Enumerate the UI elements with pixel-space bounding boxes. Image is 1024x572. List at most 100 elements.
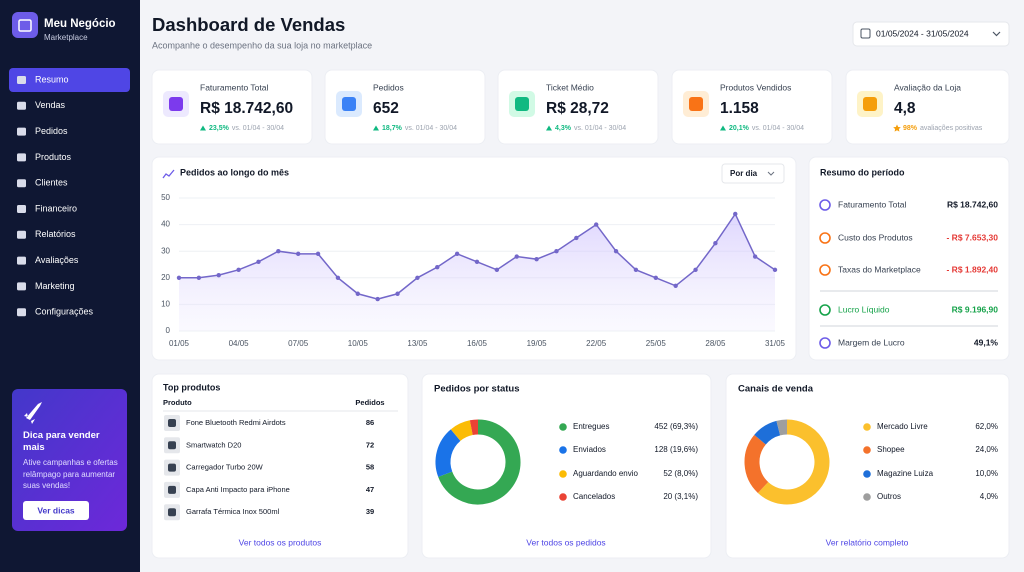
legend-label: Enviados (573, 445, 606, 454)
page-title: Dashboard de Vendas (152, 14, 345, 35)
x-tick-label: 13/05 (407, 339, 428, 348)
line-point (236, 267, 241, 273)
menu-item[interactable]: Avaliações (35, 255, 79, 265)
tip-button[interactable] (23, 501, 89, 520)
date-range[interactable]: 01/05/2024 - 31/05/2024 (876, 28, 969, 38)
x-tick-label: 28/05 (705, 339, 726, 348)
summary-label: Margem de Lucro (838, 337, 905, 347)
summary-icon (819, 304, 831, 316)
legend-label: Entregues (573, 422, 609, 431)
table-title: Top produtos (163, 382, 220, 392)
kpi-label: Avaliação da Loja (894, 82, 961, 92)
legend-dot (863, 470, 871, 478)
link[interactable]: Ver relatório completo (826, 537, 909, 547)
summary-value: R$ 9.196,90 (952, 304, 999, 314)
line-point (752, 254, 758, 259)
legend-dot (863, 493, 871, 501)
menu-item[interactable]: Vendas (35, 100, 66, 110)
y-tick-label: 50 (161, 193, 170, 202)
x-tick-label: 16/05 (467, 339, 488, 348)
x-tick-label: 22/05 (586, 339, 607, 348)
line-point (216, 272, 221, 278)
link[interactable]: Ver todos os produtos (239, 537, 322, 547)
line-point (395, 291, 400, 296)
kpi-icon-glyph (689, 97, 703, 111)
kpi-icon-glyph (863, 97, 877, 111)
kpi-change: 98% (903, 125, 918, 132)
x-tick-label: 31/05 (765, 339, 786, 348)
tip-title: Dica para vender mais (23, 430, 100, 453)
x-tick-label: 10/05 (348, 339, 369, 348)
line-point (335, 275, 341, 280)
kpi-comparison: vs. 01/04 - 30/04 (574, 125, 626, 132)
kpi-change: 4,3% (555, 125, 572, 132)
product-name: Garrafa Térmica Inox 500ml (186, 507, 280, 516)
menu-icon (17, 153, 26, 162)
kpi-change: 20,1% (729, 125, 750, 132)
value-label: 128 (19,6%) (654, 445, 698, 454)
kpi-change: 18,7% (382, 125, 403, 132)
chart-title: Pedidos ao longo do mês (180, 167, 289, 177)
legend-dot (559, 470, 567, 478)
line-point (534, 256, 539, 262)
brand-name: Meu Negócio (44, 18, 116, 30)
summary-value: 49,1% (974, 337, 999, 347)
card (421, 373, 712, 559)
menu-icon (17, 179, 26, 188)
star-icon (893, 124, 901, 132)
menu-item[interactable]: Financeiro (35, 203, 77, 213)
tip-button-label[interactable]: Ver dicas (37, 505, 75, 515)
menu-item[interactable]: Resumo (35, 74, 69, 84)
kpi-label: Faturamento Total (200, 82, 268, 92)
line-point (633, 267, 639, 273)
product-orders: 47 (366, 485, 374, 494)
menu-icon (17, 127, 26, 136)
summary-label: Lucro Líquido (838, 304, 890, 314)
period-select-label[interactable]: Por dia (730, 169, 758, 178)
product-thumb-item (168, 419, 176, 427)
menu-icon (17, 230, 26, 239)
menu-item[interactable]: Produtos (35, 152, 72, 162)
product-orders: 39 (366, 507, 374, 516)
line-point (315, 251, 321, 257)
period-select[interactable] (721, 163, 785, 184)
line-point (355, 291, 360, 296)
line-point (554, 249, 559, 254)
summary-icon (819, 264, 831, 276)
chart-title: Pedidos por status (434, 384, 520, 395)
menu-item[interactable]: Pedidos (35, 126, 68, 136)
menu-item[interactable]: Marketing (35, 281, 75, 291)
menu-item[interactable]: Configurações (35, 307, 94, 317)
line-point (673, 283, 678, 288)
product-orders: 86 (366, 418, 374, 427)
product-thumb-item (168, 463, 176, 472)
card (671, 69, 833, 145)
kpi-label: Pedidos (373, 82, 404, 92)
summary-title: Resumo do período (820, 167, 905, 177)
legend-label: Cancelados (573, 492, 615, 501)
link[interactable]: Ver todos os pedidos (526, 537, 605, 547)
legend-dot (559, 446, 567, 454)
x-tick-label: 04/05 (229, 339, 250, 348)
line-point (693, 267, 698, 273)
up-arrow (546, 125, 552, 131)
value-label: 452 (69,3%) (654, 422, 698, 431)
donut-segment (469, 419, 479, 436)
donut-segment (757, 419, 830, 505)
menu-icon (17, 256, 26, 265)
menu-icon (17, 205, 26, 213)
y-tick-label: 30 (161, 246, 170, 255)
legend-dot (863, 446, 871, 454)
menu-item[interactable]: Clientes (35, 178, 68, 188)
brand-icon-bag (18, 19, 32, 32)
kpi-value: R$ 18.742,60 (200, 100, 293, 117)
kpi-comparison: avaliações positivas (920, 125, 983, 132)
value-label: 10,0% (975, 469, 998, 478)
line-point (653, 275, 658, 280)
chevron (992, 31, 1001, 37)
menu-item[interactable]: Relatórios (35, 229, 76, 239)
value-label: 52 (8,0%) (663, 469, 698, 478)
kpi-icon-glyph (342, 97, 356, 111)
date-picker[interactable] (852, 21, 1010, 47)
